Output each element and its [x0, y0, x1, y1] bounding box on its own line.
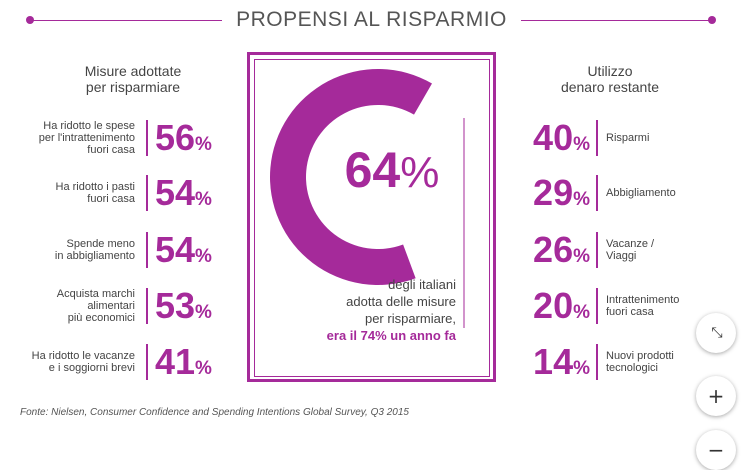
- left-row-label: Ha ridotto le spese per l'intrattenimento…: [38, 120, 135, 156]
- right-row-label: Abbigliamento: [606, 187, 676, 199]
- right-row-value: 40%: [533, 117, 590, 158]
- right-row-divider: [596, 232, 598, 268]
- right-row-value: 26%: [533, 229, 590, 270]
- left-row-divider: [146, 232, 148, 268]
- right-row-value: 29%: [533, 172, 590, 213]
- center-frame-outer: [247, 52, 496, 382]
- zoom-in-button[interactable]: +: [696, 376, 736, 416]
- left-row-divider: [146, 288, 148, 324]
- title-left-line: [30, 20, 240, 21]
- left-row-divider: [146, 175, 148, 211]
- right-row-label: Nuovi prodotti tecnologici: [606, 350, 674, 374]
- plus-icon: +: [707, 384, 725, 408]
- right-row-divider: [596, 120, 598, 156]
- center-value: 64%: [344, 142, 440, 198]
- title-right-line: [505, 20, 710, 21]
- left-column-header: Misure adottate per risparmiare: [84, 63, 182, 95]
- left-row-divider: [146, 120, 148, 156]
- center-caption: degli italiani adotta delle misure per r…: [326, 277, 456, 343]
- right-column-header: Utilizzo denaro restante: [560, 63, 660, 95]
- zoom-out-button[interactable]: −: [696, 430, 736, 470]
- left-row-value: 53%: [155, 285, 212, 326]
- right-row-label: Risparmi: [606, 132, 650, 144]
- source-note: Fonte: Nielsen, Consumer Confidence and …: [20, 407, 409, 418]
- right-row-divider: [596, 175, 598, 211]
- page-title: PROPENSI AL RISPARMIO: [0, 8, 743, 32]
- left-row-value: 54%: [155, 229, 212, 270]
- right-row-divider: [596, 344, 598, 380]
- right-row-divider: [596, 288, 598, 324]
- left-row-value: 54%: [155, 172, 212, 213]
- left-row-value: 56%: [155, 117, 212, 158]
- left-row-label: Acquista marchi alimentari più economici: [56, 288, 135, 324]
- collapse-icon: ⤡: [711, 325, 722, 341]
- left-row-label: Spende meno in abbigliamento: [54, 238, 135, 262]
- left-row-label: Ha ridotto i pasti fuori casa: [55, 181, 135, 205]
- left-row-value: 41%: [155, 341, 212, 382]
- right-row-value: 20%: [533, 285, 590, 326]
- right-row-label: Vacanze / Viaggi: [606, 238, 655, 262]
- minus-icon: −: [707, 438, 725, 462]
- left-row-label: Ha ridotto le vacanze e i soggiorni brevi: [31, 350, 135, 374]
- center-frame-inner: [254, 59, 490, 377]
- left-row-divider: [146, 344, 148, 380]
- title-right-dot: [708, 16, 716, 24]
- right-row-value: 14%: [533, 341, 590, 382]
- right-row-label: Intrattenimento fuori casa: [606, 294, 680, 318]
- collapse-button[interactable]: ⤡: [696, 313, 736, 353]
